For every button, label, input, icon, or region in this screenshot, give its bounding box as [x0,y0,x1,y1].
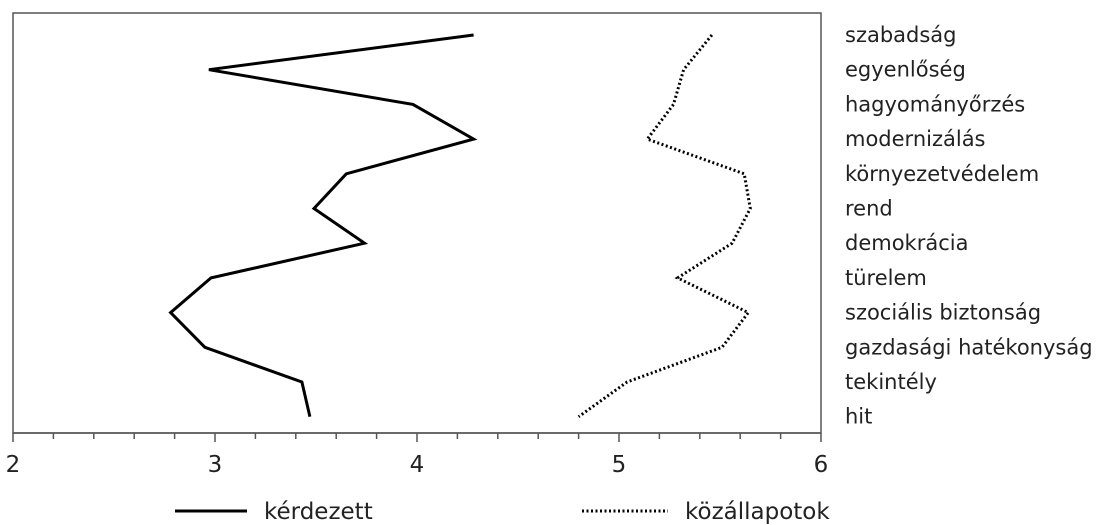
x-tick-label: 5 [612,452,627,478]
category-label: szabadság [845,23,957,47]
x-tick-label: 4 [410,452,425,478]
legend-label-1: kérdezett [264,499,373,525]
category-label: rend [845,197,893,221]
category-label: környezetvédelem [845,162,1039,186]
category-labels: szabadság egyenlőség hagyományőrzés moderni… [845,23,1093,429]
series-line-1 [168,33,478,418]
x-axis-ticks [12,433,822,442]
category-label: szociális biztonság [845,301,1041,325]
category-label: modernizálás [845,127,986,151]
x-tick-label: 3 [208,452,223,478]
category-label: türelem [845,266,927,290]
category-label: gazdasági hatékonyság [845,335,1093,359]
plot-area-frame [12,12,822,434]
x-axis-tick-labels: 2 3 4 5 6 [6,452,829,478]
series-line-2 [577,34,752,418]
category-label: demokrácia [845,231,968,255]
category-label: hit [845,405,872,429]
x-tick-label: 6 [814,452,829,478]
legend-label-2: közállapotok [685,499,830,525]
legend: kérdezett közállapotok [175,499,830,525]
category-label: egyenlőség [845,58,966,82]
series-lines [168,33,752,418]
x-tick-label: 2 [6,452,21,478]
category-label: hagyományőrzés [845,92,1025,116]
category-label: tekintély [845,370,937,394]
